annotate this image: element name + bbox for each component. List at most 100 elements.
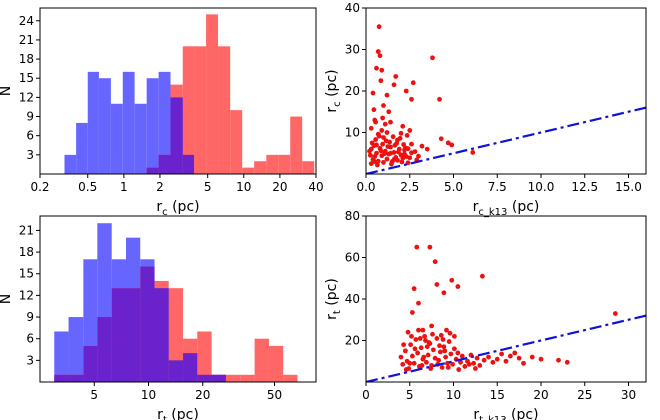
x-axis-label-main: r bbox=[473, 407, 479, 420]
data-point bbox=[471, 360, 477, 366]
data-point bbox=[388, 119, 393, 125]
x-tick-label: 5 bbox=[406, 388, 414, 402]
red-bar bbox=[225, 374, 241, 382]
red-bar bbox=[283, 374, 298, 382]
data-point bbox=[486, 354, 491, 360]
data-point bbox=[434, 336, 440, 341]
x-tick-label: 2.5 bbox=[400, 180, 419, 194]
x-tick-label: 1 bbox=[120, 180, 128, 194]
data-point bbox=[409, 333, 414, 339]
x-axis-label: rt_k13 (pc) bbox=[473, 407, 538, 420]
data-point bbox=[391, 157, 397, 162]
y-axis-label-main: r bbox=[324, 314, 340, 320]
y-axis-label-main: r bbox=[324, 107, 340, 113]
data-point bbox=[481, 357, 487, 363]
data-point bbox=[416, 327, 421, 333]
x-tick-label: 15.0 bbox=[615, 180, 642, 194]
plot-frame bbox=[39, 7, 317, 175]
x-tick-label: 15 bbox=[490, 388, 505, 402]
x-axis-label-main: r bbox=[157, 407, 163, 420]
data-point bbox=[440, 337, 446, 342]
red-bar bbox=[230, 110, 243, 174]
data-point bbox=[447, 330, 453, 336]
blue-bar bbox=[98, 78, 111, 174]
data-point bbox=[390, 134, 396, 140]
x-tick-label: 10.0 bbox=[528, 180, 555, 194]
data-point bbox=[516, 355, 522, 361]
x-tick-label: 50 bbox=[267, 388, 282, 402]
x-axis-label-unit: (pc) bbox=[167, 407, 199, 420]
data-point bbox=[430, 331, 435, 337]
data-point bbox=[395, 137, 400, 143]
plot-frame bbox=[39, 215, 317, 383]
data-point bbox=[507, 353, 513, 359]
overlap-bar bbox=[197, 374, 212, 382]
y-tick-label: 30 bbox=[345, 43, 360, 57]
overlap-bar bbox=[97, 317, 112, 382]
data-point bbox=[466, 361, 472, 367]
y-tick-label: 9 bbox=[26, 310, 34, 324]
y-tick-label: 9 bbox=[26, 110, 34, 124]
data-point bbox=[456, 367, 462, 372]
plot-area bbox=[54, 223, 298, 382]
data-point bbox=[405, 146, 411, 152]
data-point bbox=[373, 119, 379, 125]
overlap-bar bbox=[170, 97, 183, 174]
data-point bbox=[430, 347, 436, 353]
x-axis-label-main: r bbox=[473, 199, 479, 215]
data-point bbox=[370, 90, 376, 96]
data-point bbox=[368, 125, 374, 131]
data-point bbox=[503, 358, 509, 364]
data-point bbox=[446, 339, 452, 344]
data-point bbox=[402, 151, 407, 157]
y-tick-label: 10 bbox=[345, 126, 360, 140]
data-point bbox=[408, 342, 414, 348]
data-point bbox=[419, 363, 425, 368]
data-point bbox=[420, 327, 426, 333]
data-point bbox=[429, 323, 435, 329]
x-axis-label-sub: c bbox=[162, 207, 168, 218]
overlap-bar bbox=[146, 167, 159, 174]
x-tick-label: 0.0 bbox=[356, 180, 375, 194]
y-tick-label: 40 bbox=[345, 1, 360, 15]
plot-area bbox=[366, 244, 646, 382]
red-bar bbox=[302, 161, 315, 174]
x-tick-label: 10 bbox=[446, 388, 461, 402]
data-point bbox=[378, 148, 384, 154]
red-bar bbox=[240, 374, 255, 382]
x-axis-label-unit: (pc) bbox=[507, 407, 539, 420]
red-bar bbox=[290, 116, 303, 174]
data-point bbox=[416, 300, 421, 306]
data-point bbox=[395, 149, 401, 155]
data-point bbox=[477, 363, 483, 368]
data-point bbox=[451, 333, 457, 339]
data-point bbox=[388, 150, 393, 156]
data-point bbox=[382, 121, 388, 127]
red-bar bbox=[266, 154, 279, 174]
data-point bbox=[437, 96, 442, 102]
data-point bbox=[409, 353, 415, 359]
x-tick-label: 40 bbox=[308, 180, 323, 194]
data-point bbox=[375, 158, 381, 164]
data-point bbox=[398, 130, 404, 136]
one-to-one-line bbox=[366, 106, 646, 174]
data-point bbox=[400, 361, 406, 367]
data-point bbox=[462, 364, 468, 369]
y-axis-label: rc (pc) bbox=[324, 69, 343, 112]
plot-frame bbox=[365, 7, 647, 175]
overlap-bar bbox=[111, 288, 126, 382]
red-bar bbox=[206, 14, 219, 174]
data-point bbox=[415, 350, 421, 356]
x-tick-label: 20 bbox=[272, 180, 287, 194]
data-point bbox=[381, 151, 387, 157]
x-tick-label: 12.5 bbox=[571, 180, 598, 194]
overlap-bar bbox=[182, 154, 195, 174]
x-axis-label-main: r bbox=[156, 199, 162, 215]
data-point bbox=[449, 277, 455, 283]
x-tick-label: 0.5 bbox=[78, 180, 97, 194]
data-point bbox=[612, 311, 618, 316]
data-point bbox=[368, 161, 374, 167]
data-point bbox=[412, 149, 418, 154]
data-point bbox=[374, 150, 379, 156]
